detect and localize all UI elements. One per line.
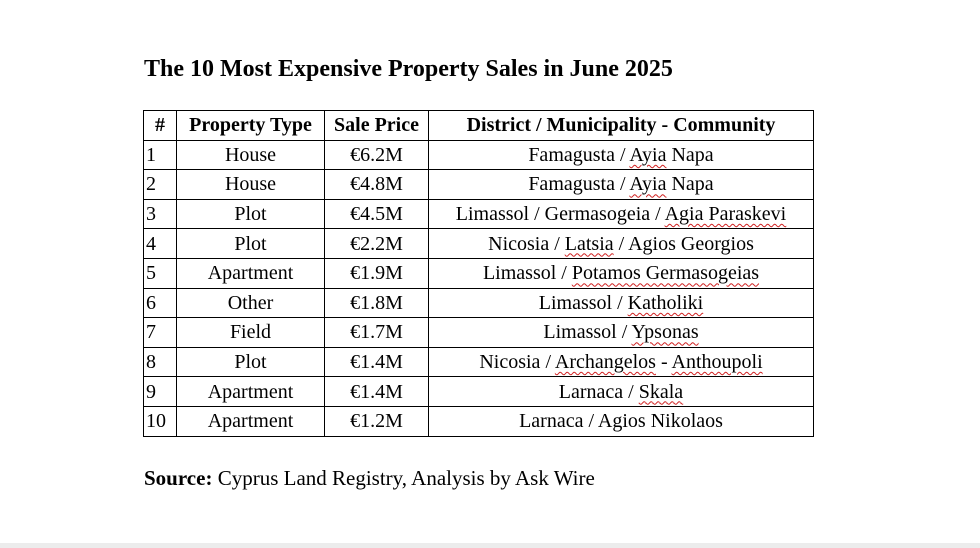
spellcheck-word: Ayia (629, 173, 667, 196)
location-cell: Limassol / Katholiki (428, 287, 814, 319)
location-cell: Limassol / Potamos Germasogeias (428, 257, 814, 289)
location-cell: Larnaca / Agios Nikolaos (428, 405, 814, 437)
location-text: Napa (666, 173, 714, 196)
property-type-cell: Plot (176, 228, 325, 259)
property-type-cell: Plot (176, 198, 325, 230)
rank-cell: 1 (143, 139, 177, 171)
table-header-row: # Property Type Sale Price District / Mu… (143, 110, 814, 141)
spellcheck-word: Katholiki (627, 291, 704, 314)
sale-price-cell: €1.9M (324, 257, 429, 289)
table-row: 4 Plot €2.2M Nicosia / Latsia / Agios Georg… (143, 228, 814, 259)
spellcheck-word: Ayia (629, 143, 667, 166)
source-note: Source: Cyprus Land Registry, Analysis b… (144, 464, 595, 492)
location-text: Larnaca / (558, 380, 639, 403)
table-row: 2 House €4.8M Famagusta / Ayia Napa (143, 169, 814, 200)
location-text: / Agios Georgios (613, 232, 754, 255)
document-title: The 10 Most Expensive Property Sales in … (144, 56, 673, 82)
location-text: Nicosia / (488, 232, 565, 255)
location-text: Limassol / (543, 321, 632, 344)
property-type-cell: Plot (176, 346, 325, 378)
table-row: 3 Plot €4.5M Limassol / Germasogeia / Agia … (143, 198, 814, 230)
sale-price-cell: €2.2M (324, 228, 429, 259)
header-rank: # (143, 110, 177, 141)
spellcheck-word: Archangelos (554, 351, 656, 374)
table-row: 6 Other €1.8M Limassol / Katholiki (143, 287, 814, 319)
header-location: District / Municipality - Community (428, 110, 814, 141)
property-sales-table: # Property Type Sale Price District / Mu… (143, 110, 814, 437)
rank-cell: 6 (143, 287, 177, 319)
header-property-type: Property Type (176, 110, 325, 141)
table-row: 8 Plot €1.4M Nicosia / Archangelos - Anthou… (143, 346, 814, 378)
rank-cell: 8 (143, 346, 177, 378)
location-cell: Limassol / Ypsonas (428, 317, 814, 348)
property-type-cell: Field (176, 317, 325, 348)
rank-cell: 5 (143, 257, 177, 289)
location-text: Napa (666, 143, 714, 166)
spellcheck-word: Anthoupoli (671, 351, 763, 374)
sale-price-cell: €1.7M (324, 317, 429, 348)
sale-price-cell: €1.4M (324, 346, 429, 378)
table-body: 1 House €6.2M Famagusta / Ayia Napa 2 House €4… (143, 139, 814, 437)
table-row: 10 Apartment €1.2M Larnaca / Agios Nikolaos (143, 405, 814, 437)
rank-cell: 2 (143, 169, 177, 200)
spellcheck-word: Agia Paraskevi (664, 203, 787, 226)
location-cell: Nicosia / Archangelos - Anthoupoli (428, 346, 814, 378)
rank-cell: 4 (143, 228, 177, 259)
spellcheck-word: Skala (638, 380, 684, 403)
rank-cell: 7 (143, 317, 177, 348)
header-sale-price: Sale Price (324, 110, 429, 141)
sale-price-cell: €4.5M (324, 198, 429, 230)
bottom-strip (0, 543, 980, 548)
location-cell: Famagusta / Ayia Napa (428, 169, 814, 200)
spellcheck-word: Ypsonas (631, 321, 699, 344)
location-text: Limassol / (538, 291, 628, 314)
table-row: 9 Apartment €1.4M Larnaca / Skala (143, 376, 814, 407)
location-cell: Famagusta / Ayia Napa (428, 139, 814, 171)
spellcheck-word: Latsia (564, 232, 614, 255)
spellcheck-word: Potamos Germasogeias (571, 262, 760, 285)
location-text: - (655, 351, 672, 374)
location-text: Limassol / (482, 262, 572, 285)
property-type-cell: House (176, 139, 325, 171)
rank-cell: 10 (143, 405, 177, 437)
sale-price-cell: €1.8M (324, 287, 429, 319)
source-text: Cyprus Land Registry, Analysis by Ask Wi… (212, 466, 595, 490)
table-row: 7 Field €1.7M Limassol / Ypsonas (143, 317, 814, 348)
location-text: Larnaca / Agios Nikolaos (519, 410, 723, 433)
location-text: Famagusta / (528, 173, 630, 196)
sale-price-cell: €6.2M (324, 139, 429, 171)
location-cell: Larnaca / Skala (428, 376, 814, 407)
location-text: Famagusta / (528, 143, 630, 166)
location-cell: Nicosia / Latsia / Agios Georgios (428, 228, 814, 259)
sale-price-cell: €4.8M (324, 169, 429, 200)
location-cell: Limassol / Germasogeia / Agia Paraskevi (428, 198, 814, 230)
table-row: 5 Apartment €1.9M Limassol / Potamos Germas… (143, 257, 814, 289)
property-type-cell: Apartment (176, 257, 325, 289)
rank-cell: 9 (143, 376, 177, 407)
location-text: Limassol / Germasogeia / (455, 203, 665, 226)
source-label: Source: (144, 466, 213, 490)
table-row: 1 House €6.2M Famagusta / Ayia Napa (143, 139, 814, 171)
location-text: Nicosia / (479, 351, 555, 374)
sale-price-cell: €1.4M (324, 376, 429, 407)
property-type-cell: House (176, 169, 325, 200)
property-type-cell: Other (176, 287, 325, 319)
property-type-cell: Apartment (176, 405, 325, 437)
rank-cell: 3 (143, 198, 177, 230)
sale-price-cell: €1.2M (324, 405, 429, 437)
property-type-cell: Apartment (176, 376, 325, 407)
